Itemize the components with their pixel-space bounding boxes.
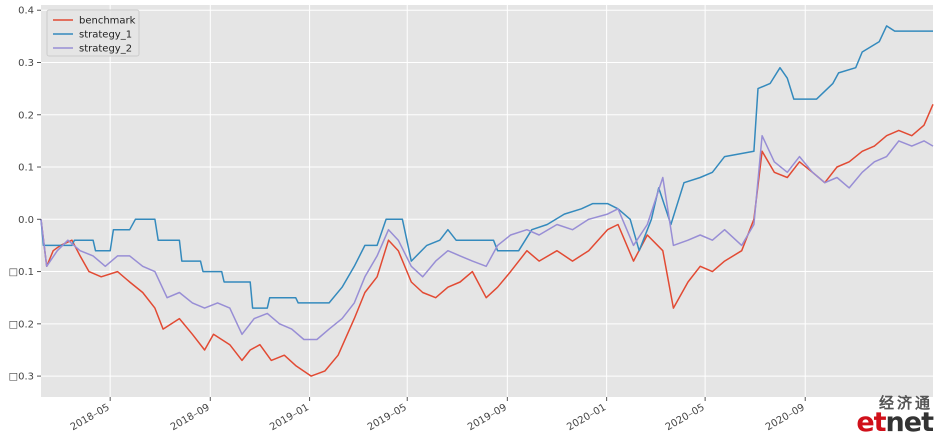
x-tick-label: 2018–05 xyxy=(69,402,112,433)
x-tick-label: 2020–09 xyxy=(764,402,807,433)
watermark-brand: etnet xyxy=(856,409,934,436)
watermark-logo: 经济通 etnet xyxy=(856,394,934,436)
legend-label: strategy_2 xyxy=(79,44,132,55)
plot-area xyxy=(41,5,933,397)
y-axis-ticks: 0.4 0.3 0.2 0.1 0.0 □0.1 □0.2 □0.3 xyxy=(9,6,41,383)
legend-label: benchmark xyxy=(79,16,136,27)
x-tick-label: 2019–05 xyxy=(366,402,409,433)
series-line-strategy-1 xyxy=(40,25,933,309)
x-tick-label: 2019–09 xyxy=(466,402,509,433)
legend-label: strategy_1 xyxy=(79,30,132,41)
gridlines xyxy=(41,5,933,397)
x-tick-label: 2020–01 xyxy=(565,402,608,433)
x-tick-label: 2019–01 xyxy=(268,402,311,433)
x-axis-ticks: 2018–05 2018–09 2019–01 2019–05 2019–09 2020–… xyxy=(69,397,807,433)
series-line-benchmark xyxy=(40,104,934,377)
legend-box xyxy=(46,9,140,57)
y-tick-label: 0.1 xyxy=(18,163,34,174)
y-tick-label: □0.2 xyxy=(9,319,34,330)
y-tick-label: □0.1 xyxy=(9,267,34,278)
y-tick-label: 0.3 xyxy=(18,58,34,69)
series-lines xyxy=(40,25,934,377)
y-tick-label: □0.3 xyxy=(9,372,34,383)
y-tick-label: 0.4 xyxy=(18,6,34,17)
legend: benchmark strategy_1 strategy_2 xyxy=(46,9,140,57)
x-tick-label: 2018–09 xyxy=(169,402,212,433)
y-tick-label: 0.0 xyxy=(18,215,34,226)
watermark-brand-et: et xyxy=(856,407,886,438)
y-tick-label: 0.2 xyxy=(18,110,34,121)
series-line-strategy-2 xyxy=(40,134,934,341)
x-tick-label: 2020–05 xyxy=(664,402,707,433)
watermark-chinese: 经济通 xyxy=(878,394,933,412)
watermark-brand-net: net xyxy=(885,407,934,438)
